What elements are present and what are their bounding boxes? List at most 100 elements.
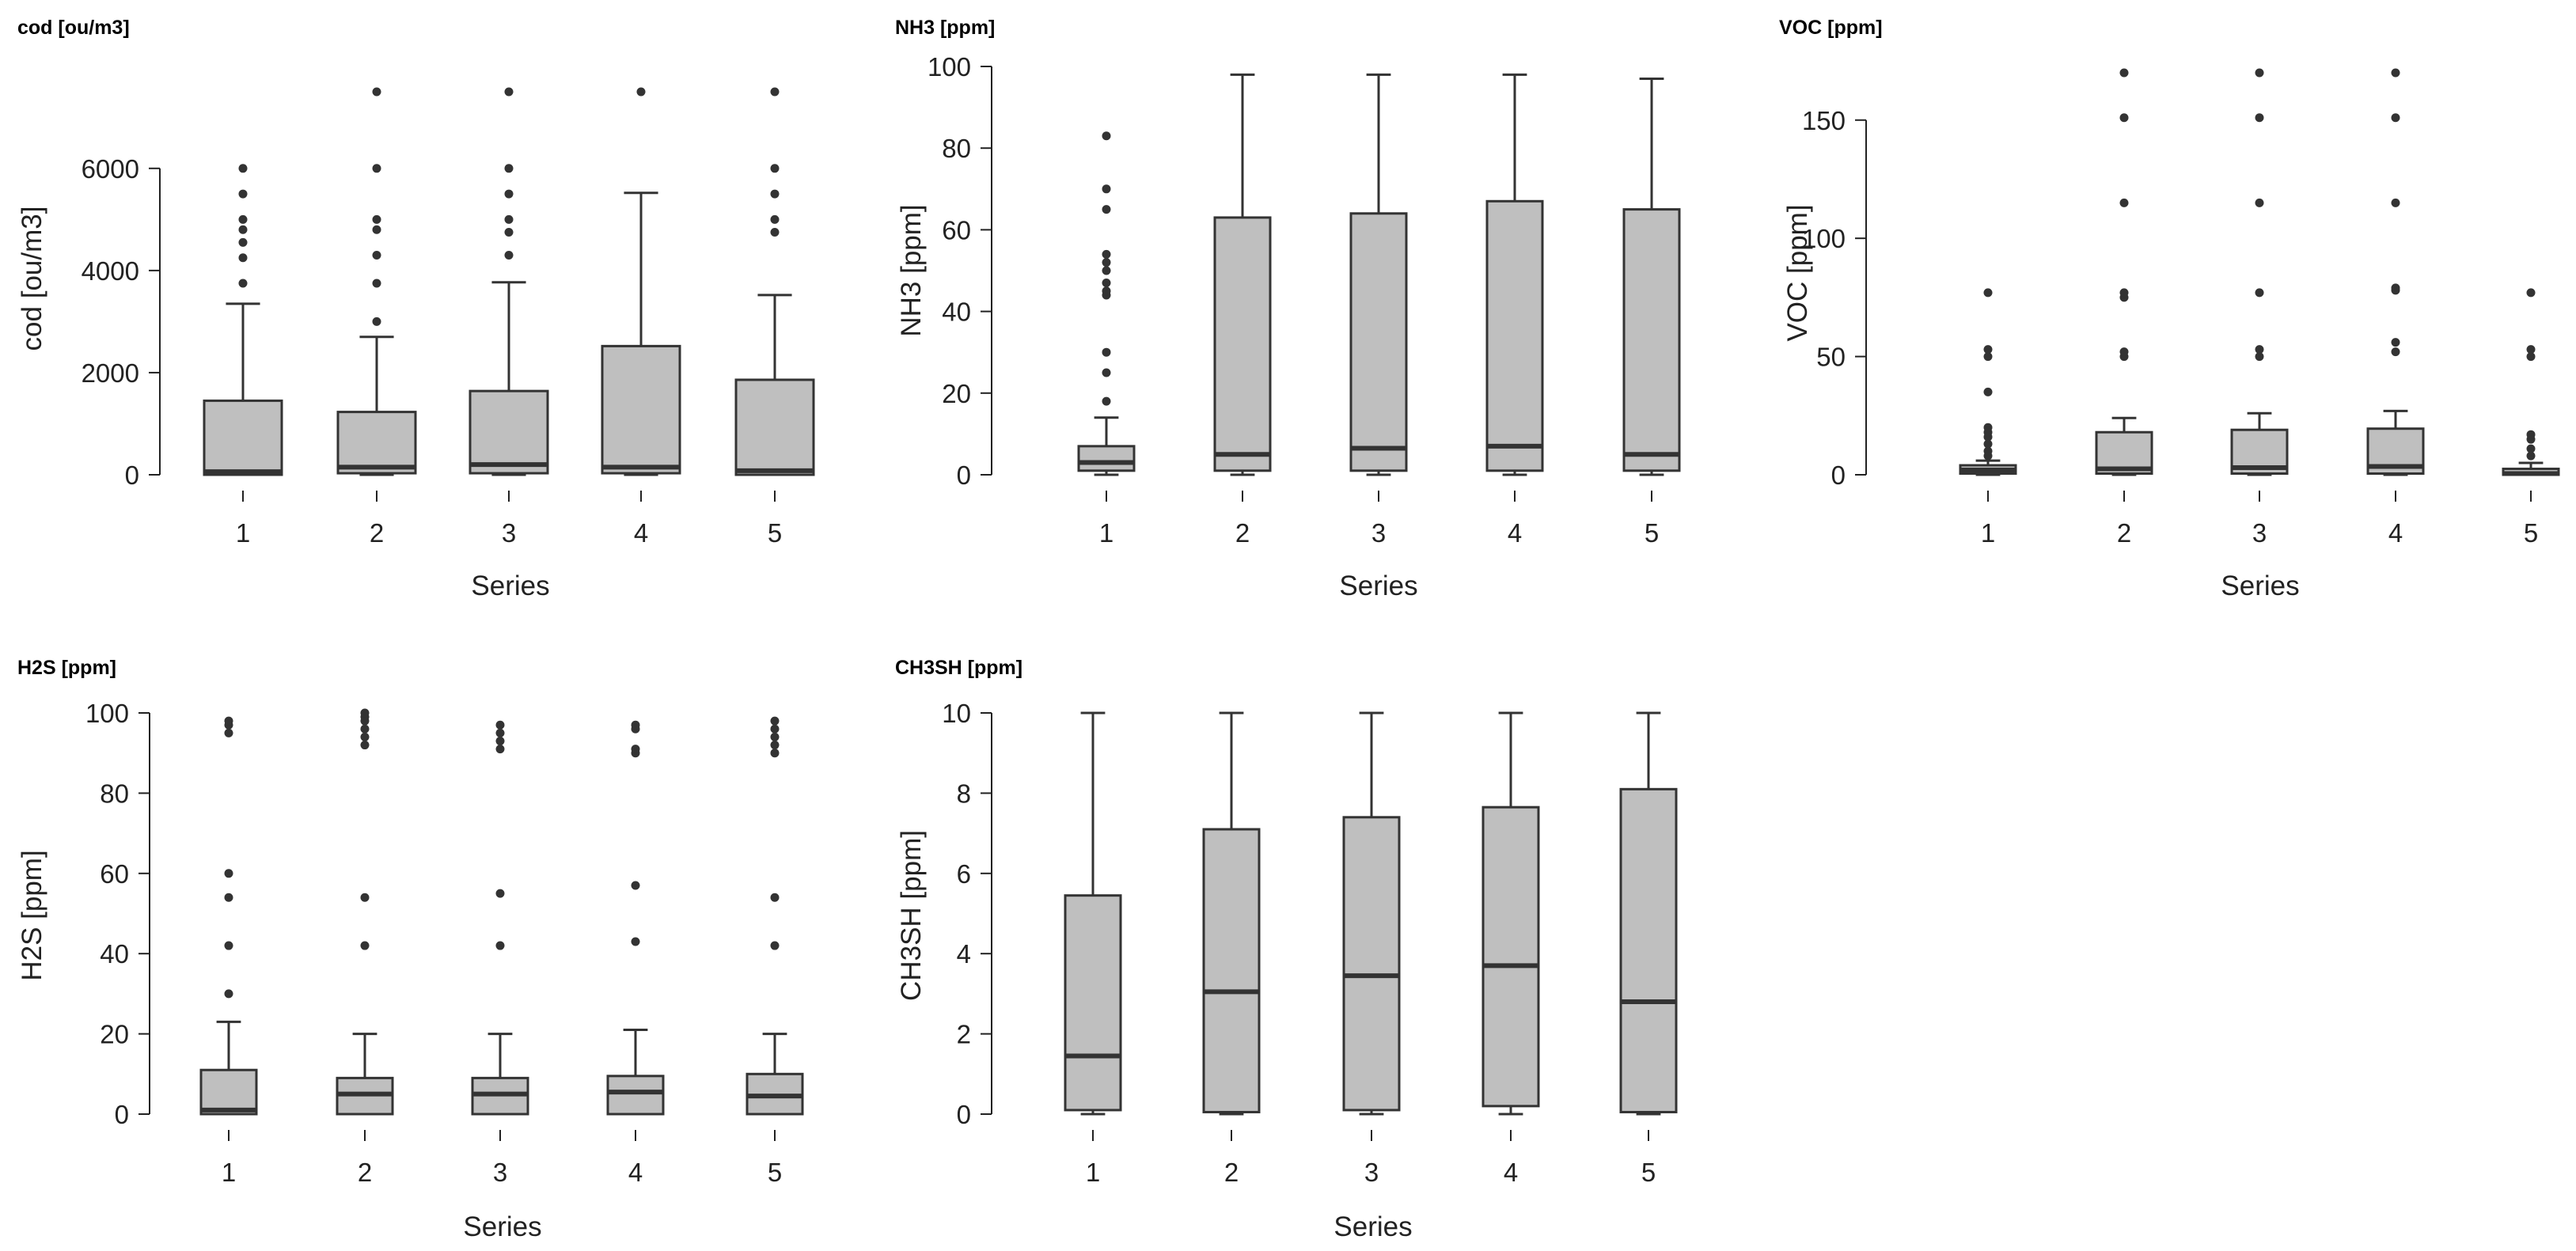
x-tick-label: 2: [1235, 518, 1250, 548]
outlier-point: [2391, 68, 2400, 78]
outlier-point: [504, 87, 514, 97]
outlier-point: [631, 720, 640, 730]
outlier-point: [238, 279, 248, 288]
box-iqr: [1064, 894, 1122, 1112]
y-axis-title: CH3SH [ppm]: [896, 830, 927, 1001]
outlier-point: [2255, 68, 2264, 78]
panel-title: CH3SH [ppm]: [895, 657, 1022, 679]
outlier-point: [1102, 286, 1111, 296]
x-tick-label: 3: [502, 518, 516, 548]
outlier-point: [2255, 113, 2264, 123]
x-tick-label: 2: [370, 518, 384, 548]
y-tick-label: 8: [957, 779, 971, 808]
box-iqr: [1481, 806, 1540, 1108]
outlier-point: [1983, 439, 1993, 449]
outlier-point: [1102, 249, 1111, 259]
x-tick-label: 5: [768, 1158, 782, 1187]
x-tick-label: 2: [358, 1158, 372, 1187]
box-iqr: [199, 1068, 258, 1116]
outlier-point: [1102, 205, 1111, 214]
panel-title: VOC [ppm]: [1779, 17, 1883, 39]
outlier-point: [631, 937, 640, 946]
outlier-point: [238, 225, 248, 234]
x-axis-title: Series: [471, 571, 549, 601]
outlier-point: [770, 164, 780, 173]
outlier-point: [770, 227, 780, 237]
outlier-point: [2255, 288, 2264, 298]
y-tick-label: 50: [1816, 343, 1846, 372]
x-tick-label: 1: [222, 1158, 236, 1187]
outlier-point: [2526, 444, 2536, 453]
x-tick-label: 4: [628, 1158, 643, 1187]
box-iqr: [1077, 445, 1136, 472]
outlier-point: [224, 989, 233, 999]
box-iqr: [1619, 787, 1678, 1113]
outlier-point: [770, 189, 780, 199]
outlier-point: [224, 716, 233, 726]
y-tick-label: 10: [942, 699, 971, 728]
x-axis-title: Series: [1334, 1211, 1412, 1242]
outlier-point: [360, 893, 370, 902]
outlier-point: [631, 745, 640, 754]
box-iqr: [734, 378, 815, 476]
x-tick-label: 2: [2117, 518, 2131, 548]
outlier-point: [372, 279, 381, 288]
x-tick-label: 1: [1981, 518, 1995, 548]
outlier-point: [1102, 396, 1111, 406]
box-iqr: [1342, 816, 1401, 1112]
x-tick-label: 4: [1504, 1158, 1518, 1187]
outlier-point: [2119, 347, 2129, 357]
outlier-point: [1102, 347, 1111, 357]
y-tick-label: 60: [100, 859, 129, 889]
outlier-point: [1102, 368, 1111, 377]
outlier-point: [2526, 345, 2536, 354]
y-tick-label: 20: [100, 1020, 129, 1049]
x-axis-title: Series: [2221, 571, 2299, 601]
outlier-point: [770, 749, 780, 758]
x-tick-label: 4: [1508, 518, 1522, 548]
outlier-point: [224, 869, 233, 878]
outlier-point: [1102, 131, 1111, 141]
x-tick-label: 5: [2524, 518, 2538, 548]
outlier-point: [360, 741, 370, 750]
outlier-point: [1983, 423, 1993, 432]
plot-marks: 0 20 40 60 80 100 1 2 3 4 5: [928, 52, 1681, 548]
outlier-point: [770, 941, 780, 950]
y-tick-label: 80: [100, 779, 129, 808]
outlier-point: [372, 317, 381, 326]
outlier-point: [238, 214, 248, 224]
y-tick-label: 6: [957, 859, 971, 889]
outlier-point: [495, 736, 505, 745]
outlier-point: [1983, 288, 1993, 298]
outlier-point: [2255, 345, 2264, 354]
y-tick-label: 100: [85, 699, 129, 728]
outlier-point: [2391, 347, 2400, 357]
outlier-point: [238, 253, 248, 263]
outlier-point: [238, 237, 248, 247]
y-tick-label: 2: [957, 1020, 971, 1049]
outlier-point: [495, 941, 505, 950]
box-iqr: [601, 344, 681, 475]
x-tick-label: 5: [1641, 1158, 1656, 1187]
outlier-point: [770, 87, 780, 97]
y-tick-label: 4: [957, 939, 971, 969]
outlier-point: [238, 189, 248, 199]
panel-nh3: NH3 [ppm] NH3 [ppm] Series 0 20 40 60 80 100 1…: [895, 17, 1681, 601]
panel-voc: VOC [ppm] VOC [ppm] Series 0 50 100 150 1 2 3 4…: [1779, 17, 2560, 601]
outlier-point: [2391, 283, 2400, 293]
y-tick-label: 80: [942, 134, 971, 163]
plot-marks: 0 2000 4000 6000 1 2 3 4 5: [82, 87, 815, 548]
box-iqr: [1622, 208, 1681, 472]
outlier-point: [2255, 198, 2264, 207]
outlier-point: [1983, 345, 1993, 354]
outlier-point: [2391, 338, 2400, 347]
outlier-point: [770, 893, 780, 902]
box-iqr: [469, 389, 549, 475]
y-tick-label: 40: [100, 939, 129, 969]
outlier-point: [495, 728, 505, 737]
outlier-point: [372, 225, 381, 234]
outlier-point: [360, 708, 370, 718]
box-iqr: [336, 411, 417, 475]
outlier-point: [2526, 352, 2536, 362]
